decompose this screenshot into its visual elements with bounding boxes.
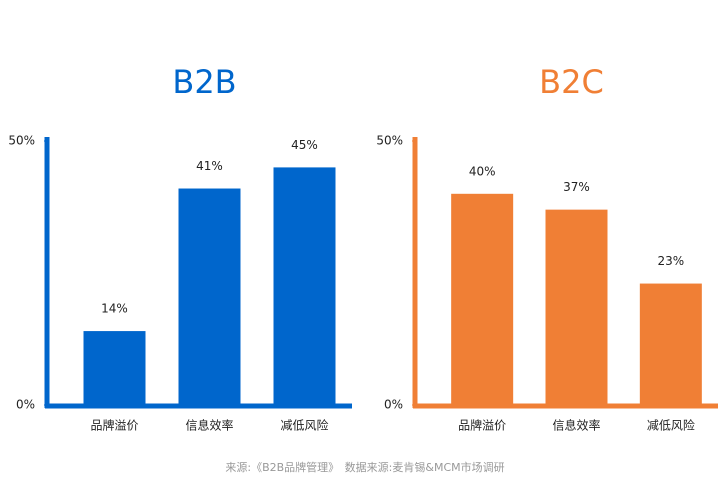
y-tick-label: 0% [16,398,35,412]
bar [451,193,514,405]
x-tick-label: 品牌溢价 [90,419,138,433]
chart-title: B2C [539,63,604,101]
x-tick-label: 减低风险 [647,418,695,433]
bar [639,283,702,405]
bar [273,167,336,405]
bar [83,331,146,405]
bar [178,188,241,405]
x-tick-label: 品牌溢价 [458,419,506,433]
x-tick-label: 减低风险 [280,418,328,433]
value-label: 45% [291,138,318,152]
x-tick-label: 信息效率 [185,418,233,433]
value-label: 23% [657,254,684,268]
value-label: 41% [196,159,223,173]
y-tick-label: 50% [376,134,403,148]
bar [545,209,608,405]
y-tick-label: 50% [8,134,35,148]
value-label: 14% [101,302,128,316]
y-tick-label: 0% [384,398,403,412]
value-label: 37% [563,180,590,194]
chart-title: B2B [172,63,236,101]
source-note: 来源:《B2B品牌管理》 数据来源:麦肯锡&MCM市场调研 [225,460,504,474]
x-tick-label: 信息效率 [552,418,600,433]
value-label: 40% [469,164,496,178]
